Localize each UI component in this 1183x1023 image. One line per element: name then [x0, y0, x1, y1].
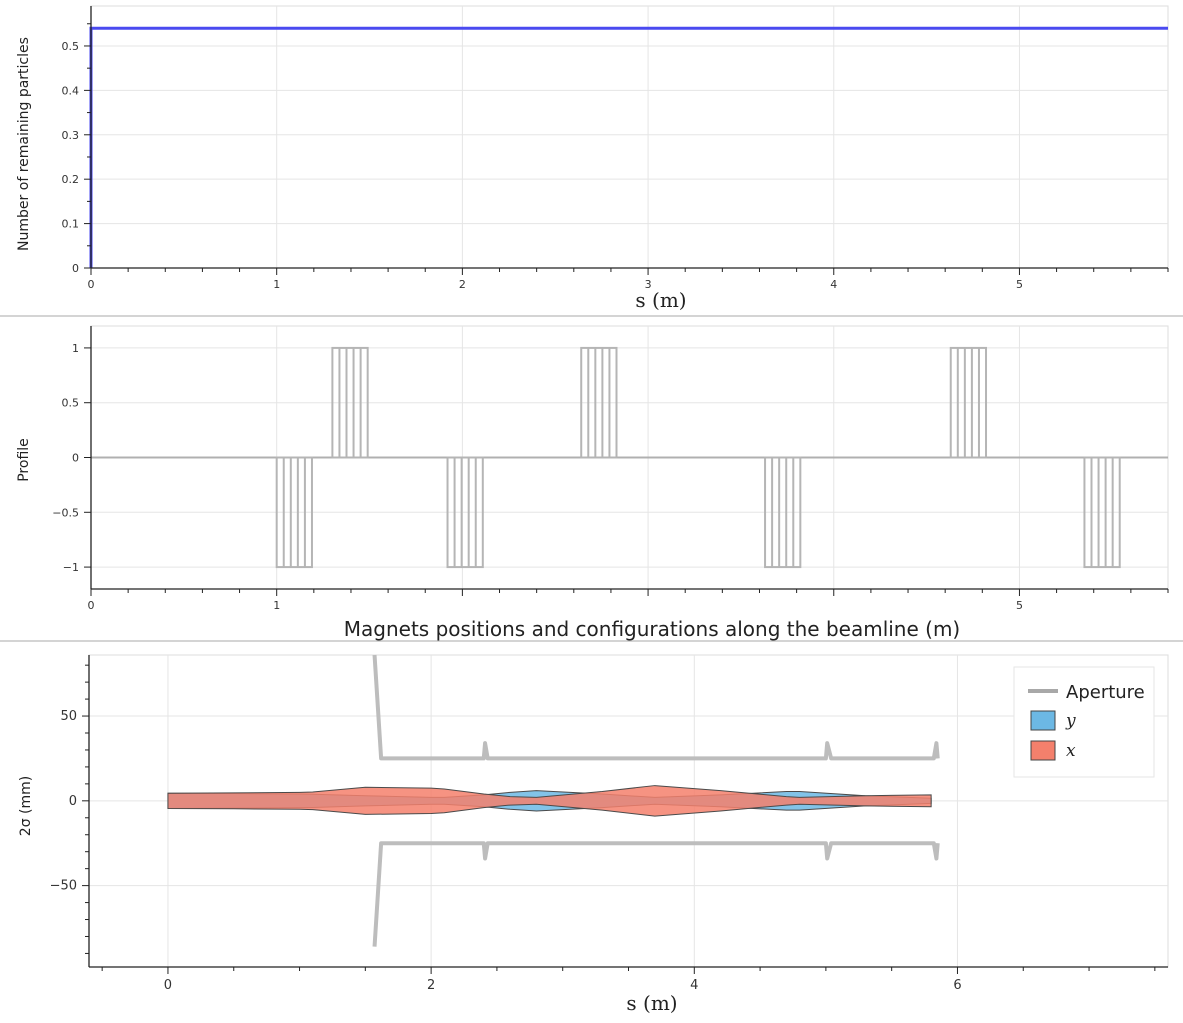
axes — [84, 326, 1169, 596]
y-tick-label: 50 — [60, 709, 77, 724]
legend-swatch-y — [1030, 710, 1056, 731]
x-tick-label: 2 — [459, 278, 466, 291]
x-tick-label: 0 — [88, 278, 95, 291]
x-tick-label: 2 — [427, 978, 435, 993]
tick-labels: 0 1 5 1 0.5 0 −0.5 −1 — [52, 342, 1023, 612]
magnet-block — [949, 346, 988, 459]
y-tick-label: 0.1 — [62, 218, 80, 231]
aperture-upper-line — [372, 654, 940, 761]
y-tick-label: −0.5 — [52, 506, 79, 519]
magnet-block — [764, 456, 802, 569]
x-tick-label: 0 — [164, 978, 172, 993]
y-tick-label: 0.5 — [62, 40, 80, 53]
axes — [82, 655, 1168, 974]
y-tick-label: 0.5 — [62, 397, 80, 410]
y-axis-label: Profile — [16, 438, 32, 482]
legend-swatch-x — [1030, 740, 1056, 761]
y-axis-label: Number of remaining particles — [16, 37, 32, 251]
legend-label-x: x — [1066, 741, 1076, 761]
series-layer — [91, 346, 1168, 569]
tick-labels: 0 2 4 6 50 0 −50 — [50, 709, 962, 993]
x-axis-label: s (m) — [626, 991, 677, 1015]
x-axis-label: Magnets positions and configurations alo… — [344, 617, 960, 641]
series-layer — [89, 26, 1168, 268]
aperture-lower-line — [372, 841, 940, 947]
x-tick-label: 3 — [645, 278, 652, 291]
beam-envelope-plot: 0 2 4 6 50 0 −50 2σ (mm) s (m) Aperture y x — [18, 654, 1169, 1015]
remaining-particles-line — [89, 26, 1168, 268]
x-tick-label: 1 — [273, 599, 280, 612]
magnet-block — [1083, 456, 1121, 569]
magnet-block — [331, 346, 369, 459]
y-tick-label: 0.3 — [62, 129, 80, 142]
magnet-block — [446, 456, 484, 569]
y-tick-label: 0 — [72, 262, 79, 275]
plot-frame — [90, 5, 1169, 269]
x-tick-label: 6 — [953, 978, 961, 993]
x-tick-label: 0 — [88, 599, 95, 612]
x-tick-label: 4 — [830, 278, 837, 291]
y-tick-label: 1 — [72, 342, 79, 355]
y-tick-label: 0.2 — [62, 173, 80, 186]
magnet-block — [580, 346, 618, 459]
tick-labels: 0 1 2 3 4 5 0 0.1 0.2 0.3 0.4 0.5 — [62, 40, 1023, 291]
x-tick-label: 5 — [1016, 599, 1023, 612]
legend-label-aperture: Aperture — [1066, 682, 1145, 703]
y-tick-label: 0.4 — [62, 84, 80, 97]
magnet-block — [275, 456, 313, 569]
grid — [90, 5, 1169, 269]
y-tick-label: 0 — [69, 794, 77, 809]
y-tick-label: −50 — [50, 879, 77, 894]
x-axis-label: s (m) — [635, 288, 686, 312]
remaining-particles-plot: 0 1 2 3 4 5 0 0.1 0.2 0.3 0.4 0.5 Number of remaini… — [16, 5, 1169, 312]
y-tick-label: 0 — [72, 452, 79, 465]
x-tick-label: 4 — [690, 978, 698, 993]
envelope-x-band — [167, 785, 932, 817]
legend: Aperture y x — [1013, 666, 1155, 778]
x-tick-label: 1 — [273, 278, 280, 291]
legend-label-y: y — [1065, 711, 1076, 731]
y-axis-label: 2σ (mm) — [18, 776, 34, 836]
magnet-profile-plot: 0 1 5 1 0.5 0 −0.5 −1 Profile Magnets positions… — [16, 325, 1169, 641]
y-tick-label: −1 — [63, 561, 79, 574]
x-tick-label: 5 — [1016, 278, 1023, 291]
series-layer — [167, 654, 940, 947]
axes — [84, 6, 1169, 275]
